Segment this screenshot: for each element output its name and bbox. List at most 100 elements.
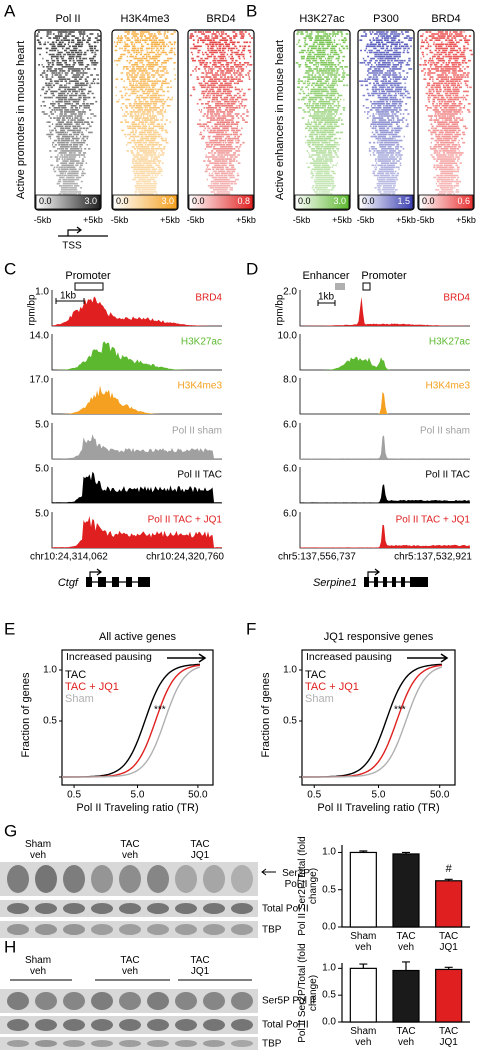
x-axis-left: -5kb — [110, 215, 129, 226]
region-label: Enhancer — [302, 269, 350, 282]
colorbar — [35, 194, 101, 210]
x-axis-label: Pol II Traveling ratio (TR) — [317, 801, 440, 814]
coordinate: chr5:137,556,737 — [278, 551, 356, 563]
band-arrow — [261, 868, 276, 876]
exon — [410, 577, 428, 587]
track-signal — [300, 524, 470, 548]
region-label: Promoter — [361, 269, 407, 282]
panel-letter: D — [246, 259, 259, 279]
blot-label: TBP — [262, 924, 282, 935]
blot-band — [231, 865, 253, 893]
blot-band — [203, 992, 225, 1010]
panel-letter: A — [4, 1, 16, 21]
blot-label: TBP — [262, 1038, 282, 1049]
exon — [392, 577, 396, 587]
blot-group: TAC veh — [120, 955, 140, 977]
blot-band — [7, 865, 29, 893]
heatmap-texture — [295, 31, 349, 195]
bar — [349, 851, 377, 928]
x-tick-label: TAC veh — [396, 1026, 416, 1048]
blot-band — [63, 865, 85, 893]
exon — [98, 577, 106, 587]
blot-band — [91, 992, 113, 1010]
blot-band — [147, 992, 169, 1010]
y-tick-label: 0.5 — [322, 989, 336, 1001]
heatmap-title: P300 — [373, 12, 399, 25]
blot-band — [147, 1040, 169, 1047]
exon — [86, 577, 92, 587]
blot-label: Total Pol II — [262, 1019, 309, 1031]
blot-band — [35, 1019, 57, 1031]
x-axis-right: +5kb — [332, 215, 352, 226]
blot-band — [35, 1040, 57, 1047]
blot-band — [175, 924, 197, 935]
promoter-box — [362, 282, 371, 291]
blot-band — [119, 992, 141, 1010]
gene-name: Ctgf — [57, 576, 78, 589]
arrow-label: Increased pausing — [66, 651, 152, 664]
blot-band — [147, 865, 169, 893]
exon — [112, 577, 119, 587]
x-axis-left: -5kb — [416, 215, 435, 226]
blot-band — [7, 1019, 29, 1031]
significance: *** — [154, 704, 166, 716]
panel-letter: B — [246, 1, 258, 21]
blot-band — [63, 903, 85, 914]
heatmap-texture — [36, 31, 101, 195]
x-tick-label: 5.0 — [371, 789, 386, 801]
scale-bar — [317, 300, 336, 306]
blot-band — [231, 924, 253, 935]
colorbar-max: 3.0 — [333, 196, 346, 207]
blot-group: TAC JQ1 — [190, 955, 210, 977]
blot-group: Sham veh — [24, 839, 52, 861]
x-axis-right: +5kb — [236, 215, 256, 226]
colorbar-max: 0.6 — [457, 196, 470, 207]
blot-strip — [0, 1037, 258, 1050]
blot-band — [7, 903, 29, 914]
track-name: H3K27ac — [428, 336, 470, 348]
y-axis-label: Pol II Ser2P/Total (fold change) — [297, 942, 319, 1043]
exon — [374, 577, 378, 587]
y-tick-label: 0.5 — [283, 715, 297, 727]
blot-band — [203, 865, 225, 893]
exon — [383, 577, 387, 587]
colorbar-max: 3.0 — [84, 196, 97, 207]
error-bar — [359, 850, 368, 853]
blot-band — [91, 865, 113, 893]
y-axis-unit: rpm/bp — [274, 294, 286, 326]
colorbar-min: 0.0 — [298, 196, 311, 207]
blot-band — [63, 1040, 85, 1047]
blot-band — [231, 1040, 253, 1047]
x-tick-label: Sham veh — [350, 1026, 377, 1048]
y-tick-label: 1.0 — [283, 664, 297, 676]
blot-band — [147, 903, 169, 914]
x-tick-label: 0.5 — [67, 789, 82, 801]
track-max: 6.0 — [283, 508, 297, 520]
y-tick-label: 0.0 — [322, 1016, 336, 1028]
track-name: H3K4me3 — [425, 380, 470, 392]
track-signal — [52, 296, 222, 326]
x-axis-right: +5kb — [456, 215, 476, 226]
panel-title: All active genes — [98, 630, 177, 643]
significance: *** — [394, 704, 406, 716]
colorbar-min: 0.0 — [422, 196, 435, 207]
colorbar-max: 3.0 — [161, 196, 174, 207]
blot-band — [91, 924, 113, 935]
legend-entry: TAC + JQ1 — [305, 680, 359, 693]
track-max: 5.0 — [35, 419, 49, 431]
blot-band — [35, 924, 57, 935]
y-axis-label: Active promoters in mouse heart — [14, 40, 27, 200]
blot-band — [63, 1019, 85, 1031]
track-name: BRD4 — [195, 292, 222, 304]
y-tick-label: 1.0 — [322, 962, 336, 974]
error-bar — [359, 963, 368, 969]
x-axis-right: +5kb — [396, 215, 416, 226]
panel-letter: E — [4, 619, 16, 639]
colorbar — [358, 194, 414, 210]
colorbar-min: 0.0 — [116, 196, 129, 207]
blot-band — [203, 924, 225, 935]
track-name: Pol II TAC + JQ1 — [395, 514, 470, 526]
cdf-curve — [62, 666, 201, 778]
colorbar-min: 0.0 — [192, 196, 205, 207]
